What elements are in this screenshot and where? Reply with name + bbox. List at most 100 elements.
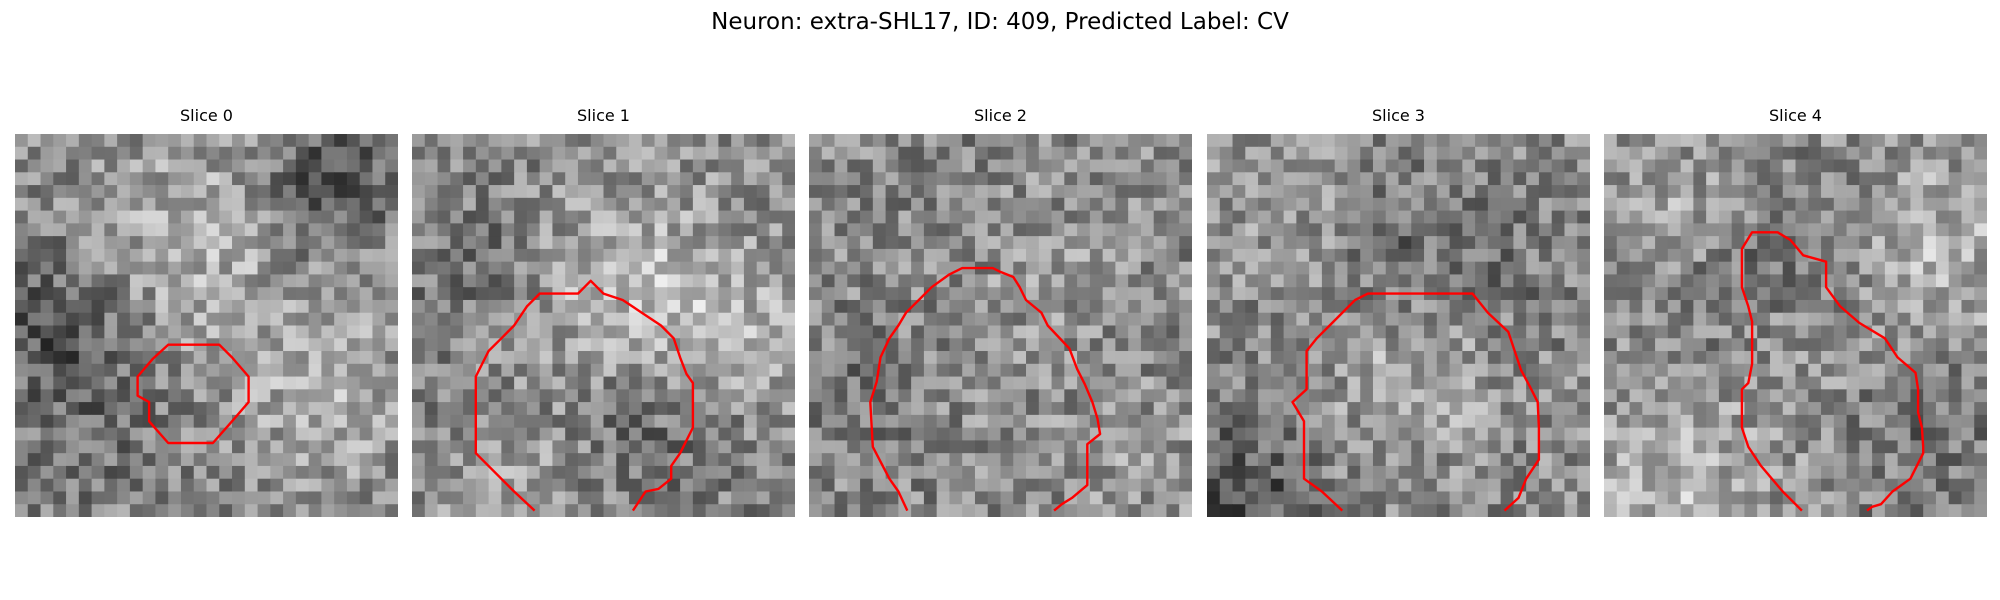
slice-pixel xyxy=(129,351,144,365)
slice-pixel xyxy=(731,299,745,314)
slice-pixel xyxy=(539,248,553,263)
slice-pixel xyxy=(1089,172,1104,186)
slice-pixel xyxy=(1604,248,1618,263)
slice-pixel xyxy=(1769,440,1784,454)
slice-pixel xyxy=(66,197,80,211)
slice-pixel xyxy=(308,287,322,301)
slice-pixel xyxy=(1872,338,1886,352)
slice-pixel xyxy=(450,159,464,173)
slice-pixel xyxy=(1077,312,1091,326)
slice-pixel xyxy=(1245,351,1259,365)
slice-pixel xyxy=(1245,197,1259,211)
slice-pixel xyxy=(232,389,246,403)
slice-pixel xyxy=(1974,414,1987,429)
slice-pixel xyxy=(1179,389,1192,403)
slice-pixel xyxy=(193,376,207,390)
slice-pixel xyxy=(1153,172,1167,186)
slice-pixel xyxy=(1487,261,1502,275)
slice-pixel xyxy=(769,146,783,160)
slice-pixel xyxy=(1706,402,1720,416)
slice-pixel xyxy=(616,261,630,275)
slice-pixel xyxy=(1680,197,1694,211)
slice-pixel xyxy=(219,478,233,492)
slice-pixel xyxy=(1258,453,1272,467)
slice-pixel xyxy=(1232,312,1246,326)
slice-pixel xyxy=(308,312,322,326)
slice-pixel xyxy=(654,172,668,186)
slice-pixel xyxy=(1309,197,1323,211)
slice-pixel xyxy=(1179,299,1192,314)
slice-pixel xyxy=(321,197,335,211)
slice-pixel xyxy=(1642,414,1656,429)
slice-pixel xyxy=(1846,465,1860,480)
slice-pixel xyxy=(1051,134,1065,148)
slice-pixel xyxy=(1551,146,1565,160)
slice-pixel xyxy=(463,363,477,377)
slice-pixel xyxy=(834,223,848,237)
slice-pixel xyxy=(1115,338,1129,352)
slice-pixel xyxy=(1219,274,1233,288)
slice-pixel xyxy=(1128,376,1142,390)
slice-pixel xyxy=(539,478,553,492)
slice-pixel xyxy=(27,261,41,275)
slice-pixel xyxy=(1128,146,1142,160)
slice-pixel xyxy=(1655,312,1669,326)
slice-pixel xyxy=(1258,236,1272,250)
slice-pixel xyxy=(641,274,655,288)
slice-pixel xyxy=(1564,427,1578,441)
slice-pixel xyxy=(27,236,41,250)
slice-pixel xyxy=(437,376,451,390)
slice-pixel xyxy=(1923,440,1937,454)
slice-pixel xyxy=(232,440,246,454)
slice-pixel xyxy=(974,197,989,211)
slice-pixel xyxy=(1538,197,1553,211)
slice-pixel xyxy=(450,414,464,429)
slice-pixel xyxy=(1270,197,1284,211)
slice-pixel xyxy=(1808,159,1822,173)
slice-pixel xyxy=(936,248,950,263)
slice-pixel xyxy=(1693,325,1707,339)
slice-pixel xyxy=(603,236,617,250)
slice-pixel xyxy=(1782,159,1796,173)
slice-pixel xyxy=(692,376,707,390)
slice-pixel xyxy=(1140,465,1155,480)
neuron-contour xyxy=(869,266,1102,512)
slice-pixel xyxy=(514,478,528,492)
slice-pixel xyxy=(1475,351,1489,365)
slice-pixel xyxy=(962,197,976,211)
slice-pixel xyxy=(987,210,1001,224)
slice-pixel xyxy=(1462,478,1476,492)
slice-pixel xyxy=(743,236,758,250)
slice-pixel xyxy=(769,325,783,339)
slice-pixel xyxy=(860,248,874,263)
slice-pixel xyxy=(1551,236,1565,250)
slice-pixel xyxy=(1667,414,1681,429)
slice-pixel xyxy=(782,363,795,377)
slice-pixel xyxy=(1795,261,1809,275)
slice-pixel xyxy=(1833,197,1847,211)
slice-pixel xyxy=(1372,210,1387,224)
slice-pixel xyxy=(1321,312,1336,326)
slice-pixel xyxy=(1013,146,1027,160)
slice-pixel xyxy=(1360,223,1374,237)
slice-pixel xyxy=(463,376,477,390)
slice-pixel xyxy=(1642,325,1656,339)
slice-pixel xyxy=(180,427,195,441)
slice-pixel xyxy=(1089,440,1104,454)
slice-pixel xyxy=(270,236,284,250)
slice-pixel xyxy=(1026,159,1040,173)
slice-pixel xyxy=(385,159,398,173)
slice-pixel xyxy=(1655,248,1669,263)
slice-pixel xyxy=(1935,274,1950,288)
slice-pixel xyxy=(270,504,284,517)
slice-pixel xyxy=(1051,312,1065,326)
slice-pixel xyxy=(1551,325,1565,339)
slice-pixel xyxy=(577,134,592,148)
slice-pixel xyxy=(526,453,541,467)
slice-pixel xyxy=(1398,465,1412,480)
slice-pixel xyxy=(565,134,579,148)
slice-pixel xyxy=(1744,389,1758,403)
slice-pixel xyxy=(1245,210,1259,224)
slice-pixel xyxy=(295,427,310,441)
slice-pixel xyxy=(66,287,80,301)
